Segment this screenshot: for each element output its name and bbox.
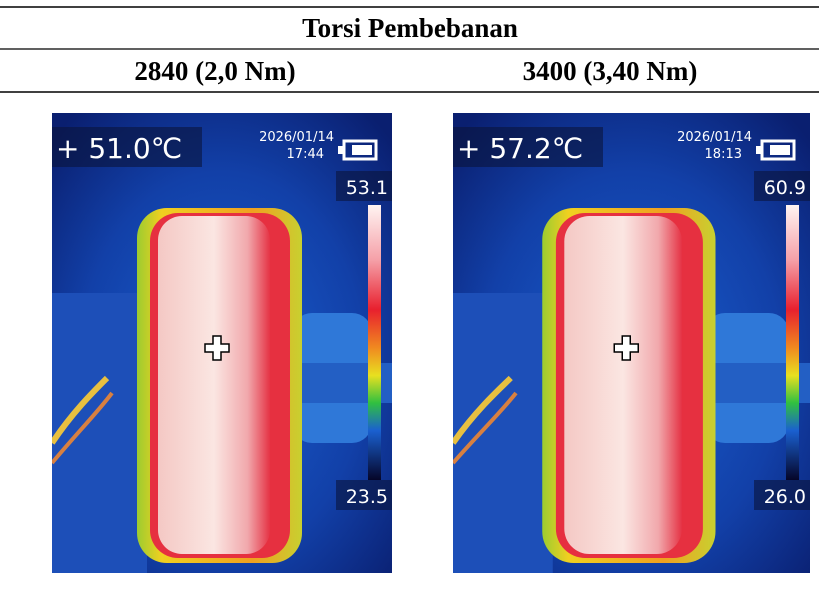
time: 18:13 [705, 147, 742, 162]
table-title: Torsi Pembebanan [302, 13, 518, 43]
page: Torsi Pembebanan 2840 (2,0 Nm) + 51.0℃ 202… [0, 0, 819, 606]
battery-tip [338, 146, 343, 154]
scale-max: 60.9 [764, 177, 806, 199]
date: 2026/01/14 [259, 130, 334, 145]
spot-temperature: + 51.0℃ [56, 132, 182, 165]
thermal-image: + 51.0℃ 2026/01/14 17:44 53.1 23.5 [52, 113, 392, 573]
column-header: 2840 (2,0 Nm) [134, 56, 295, 86]
battery-level [770, 145, 790, 155]
scene: + 51.0℃ 2026/01/14 17:44 53.1 23.5 [52, 113, 392, 573]
scale-max: 53.1 [346, 177, 388, 199]
wheel-hot [158, 216, 270, 554]
column-header: 3400 (3,40 Nm) [523, 56, 698, 86]
battery-tip [756, 146, 761, 154]
color-scale [786, 205, 799, 480]
color-scale [368, 205, 381, 480]
time: 17:44 [287, 147, 324, 162]
battery-level [352, 145, 372, 155]
scene: + 57.2℃ 2026/01/14 18:13 60.9 26.0 [453, 113, 810, 573]
scale-min: 23.5 [346, 486, 388, 508]
motor-base [453, 293, 553, 573]
motor-base [52, 293, 147, 573]
thermal-image: + 57.2℃ 2026/01/14 18:13 60.9 26.0 [453, 113, 810, 573]
scale-min: 26.0 [764, 486, 806, 508]
wheel-hot [564, 216, 682, 554]
spot-temperature: + 57.2℃ [457, 132, 583, 165]
date: 2026/01/14 [677, 130, 752, 145]
